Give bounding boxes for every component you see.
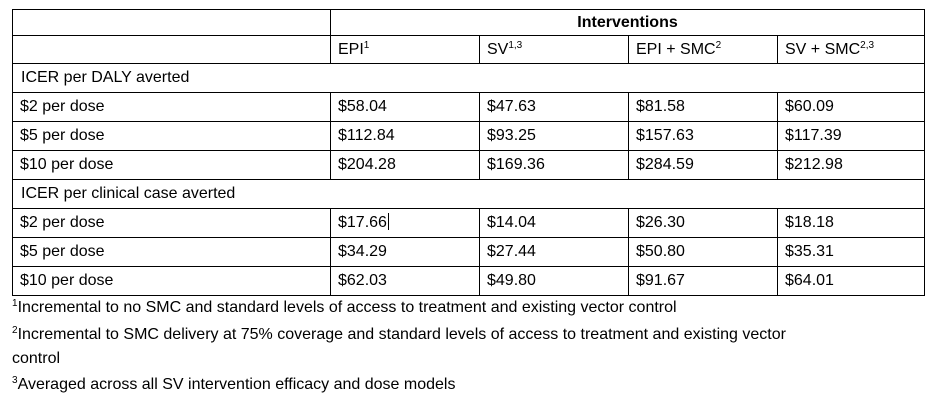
table-row: $10 per dose $62.03 $49.80 $91.67 $64.01 xyxy=(12,266,926,296)
cell-sv: $169.36 xyxy=(479,150,629,180)
cell-epi: $58.04 xyxy=(330,92,480,122)
cell-epi: $34.29 xyxy=(330,237,480,267)
row-label: $10 per dose xyxy=(12,150,331,180)
row-label: $5 per dose xyxy=(12,237,331,267)
header-empty-cell xyxy=(12,35,331,64)
cell-sv-smc: $64.01 xyxy=(776,266,926,296)
cell-epi[interactable]: $17.66 xyxy=(330,208,480,238)
cell-sv-smc: $35.31 xyxy=(776,237,926,267)
column-header-sv-smc: SV + SMC2,3 xyxy=(776,35,926,64)
cell-sv: $49.80 xyxy=(479,266,629,296)
row-label: $2 per dose xyxy=(12,92,331,122)
interventions-title: Interventions xyxy=(329,9,926,36)
header-empty-cell xyxy=(12,9,331,36)
section-row-clinical: ICER per clinical case averted xyxy=(11,179,926,209)
table-row: $5 per dose $112.84 $93.25 $157.63 $117.… xyxy=(12,121,926,151)
cell-epi: $204.28 xyxy=(330,150,480,180)
cell-sv-smc: $212.98 xyxy=(776,150,926,180)
cell-sv-smc: $60.09 xyxy=(776,92,926,122)
cell-epi: $112.84 xyxy=(330,121,480,151)
cell-epi-smc: $91.67 xyxy=(628,266,778,296)
cell-sv: $14.04 xyxy=(479,208,629,238)
column-header-epi-smc: EPI + SMC2 xyxy=(628,35,778,64)
cell-epi-smc: $284.59 xyxy=(628,150,778,180)
section-title-clinical: ICER per clinical case averted xyxy=(11,179,926,209)
cell-sv: $27.44 xyxy=(479,237,629,267)
table-row: $5 per dose $34.29 $27.44 $50.80 $35.31 xyxy=(12,237,926,267)
footnote-2-continuation: control xyxy=(12,350,61,367)
cell-sv-smc: $18.18 xyxy=(776,208,926,238)
section-title-daly: ICER per DALY averted xyxy=(11,63,926,93)
cell-epi-smc: $26.30 xyxy=(628,208,778,238)
column-header-epi: EPI1 xyxy=(330,35,480,64)
cell-sv: $47.63 xyxy=(479,92,629,122)
column-header-sv: SV1,3 xyxy=(479,35,629,64)
cell-epi-smc: $81.58 xyxy=(628,92,778,122)
header-row-columns: EPI1 SV1,3 EPI + SMC2 SV + SMC2,3 xyxy=(12,35,926,64)
header-row-title: Interventions xyxy=(12,9,926,36)
cell-epi-smc: $50.80 xyxy=(628,237,778,267)
cell-sv-smc: $117.39 xyxy=(776,121,926,151)
section-row-daly: ICER per DALY averted xyxy=(11,63,926,93)
row-label: $5 per dose xyxy=(12,121,331,151)
icer-table: Interventions EPI1 SV1,3 EPI + SMC2 SV +… xyxy=(11,9,926,296)
table-row: $10 per dose $204.28 $169.36 $284.59 $21… xyxy=(12,150,926,180)
table-row: $2 per dose $58.04 $47.63 $81.58 $60.09 xyxy=(12,92,926,122)
row-label: $2 per dose xyxy=(12,208,331,238)
row-label: $10 per dose xyxy=(12,266,331,296)
cell-epi-smc: $157.63 xyxy=(628,121,778,151)
footnote-1: 1Incremental to no SMC and standard leve… xyxy=(12,298,677,317)
cell-sv: $93.25 xyxy=(479,121,629,151)
text-cursor xyxy=(387,213,389,230)
table-row: $2 per dose $17.66 $14.04 $26.30 $18.18 xyxy=(12,208,926,238)
cell-epi: $62.03 xyxy=(330,266,480,296)
footnote-2: 2Incremental to SMC delivery at 75% cove… xyxy=(12,325,786,344)
footnote-3: 3Averaged across all SV intervention eff… xyxy=(12,375,456,394)
